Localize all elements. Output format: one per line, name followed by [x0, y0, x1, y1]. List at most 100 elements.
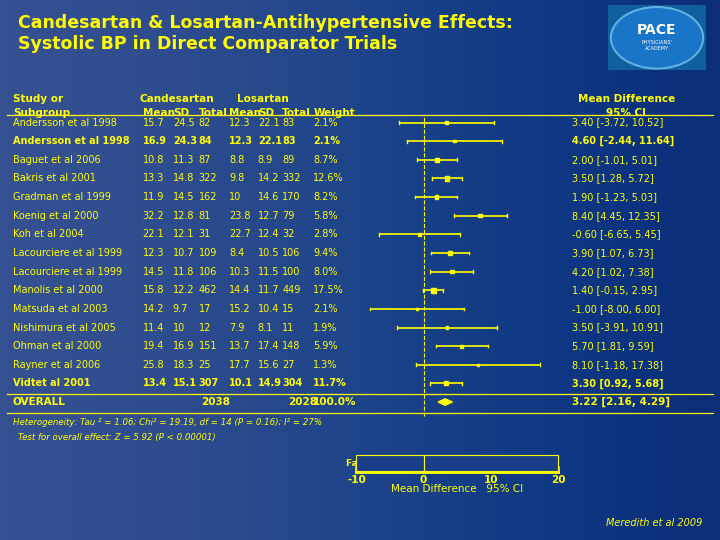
- Bar: [431, 288, 436, 293]
- Text: 1.90 [-1.23, 5.03]: 1.90 [-1.23, 5.03]: [572, 192, 657, 202]
- Text: Lacourciere et al 1999: Lacourciere et al 1999: [13, 248, 122, 258]
- Bar: [479, 214, 482, 217]
- Text: 18.3: 18.3: [173, 360, 194, 370]
- Text: 17.5%: 17.5%: [313, 285, 344, 295]
- Text: Bakris et al 2001: Bakris et al 2001: [13, 173, 96, 184]
- Text: 5.70 [1.81, 9.59]: 5.70 [1.81, 9.59]: [572, 341, 654, 351]
- Text: 8.4: 8.4: [229, 248, 244, 258]
- Text: 151: 151: [199, 341, 217, 351]
- Text: 12.2: 12.2: [173, 285, 194, 295]
- Text: 24.3: 24.3: [173, 136, 197, 146]
- Text: 10.5: 10.5: [258, 248, 279, 258]
- Text: 9.7: 9.7: [173, 304, 188, 314]
- Text: 14.8: 14.8: [173, 173, 194, 184]
- Text: 32.2: 32.2: [143, 211, 164, 221]
- Bar: [454, 140, 456, 143]
- Text: 100: 100: [282, 267, 301, 276]
- Text: 11.5: 11.5: [258, 267, 279, 276]
- Text: 15.8: 15.8: [143, 285, 164, 295]
- Bar: [445, 122, 448, 124]
- Text: 14.4: 14.4: [229, 285, 251, 295]
- Text: Andersson et al 1998: Andersson et al 1998: [13, 118, 117, 127]
- Text: 109: 109: [199, 248, 217, 258]
- Text: 22.1: 22.1: [258, 136, 282, 146]
- Text: Vidtet al 2001: Vidtet al 2001: [13, 379, 91, 388]
- Text: 12.3: 12.3: [143, 248, 164, 258]
- Text: 106: 106: [199, 267, 217, 276]
- Text: 2.00 [-1.01, 5.01]: 2.00 [-1.01, 5.01]: [572, 155, 657, 165]
- Text: 11: 11: [282, 322, 294, 333]
- Text: 16.9: 16.9: [143, 136, 166, 146]
- Text: 10: 10: [484, 475, 498, 485]
- Text: 3.50 [1.28, 5.72]: 3.50 [1.28, 5.72]: [572, 173, 654, 184]
- Text: Lacourciere et al 1999: Lacourciere et al 1999: [13, 267, 122, 276]
- Text: 17.4: 17.4: [258, 341, 279, 351]
- Text: 5.8%: 5.8%: [313, 211, 338, 221]
- Text: Mean: Mean: [229, 108, 261, 118]
- Text: Mean Difference: Mean Difference: [577, 94, 675, 105]
- Text: 12: 12: [199, 322, 211, 333]
- Text: 2.1%: 2.1%: [313, 304, 338, 314]
- Text: 10.7: 10.7: [173, 248, 194, 258]
- Text: 10.3: 10.3: [229, 267, 251, 276]
- Text: 89: 89: [282, 155, 294, 165]
- Text: 3.90 [1.07, 6.73]: 3.90 [1.07, 6.73]: [572, 248, 654, 258]
- Text: 2.1%: 2.1%: [313, 118, 338, 127]
- Text: 2028: 2028: [288, 397, 317, 407]
- Text: 3.22 [2.16, 4.29]: 3.22 [2.16, 4.29]: [572, 397, 670, 407]
- Text: Favours Losartan: Favours Losartan: [346, 458, 434, 468]
- Text: 13.4: 13.4: [143, 379, 166, 388]
- Text: 8.8: 8.8: [229, 155, 244, 165]
- Text: Weight: Weight: [313, 108, 355, 118]
- Text: 106: 106: [282, 248, 301, 258]
- Text: Candesartan: Candesartan: [139, 94, 214, 105]
- Text: 11.8: 11.8: [173, 267, 194, 276]
- Text: Total: Total: [282, 108, 311, 118]
- Text: -0.60 [-6.65, 5.45]: -0.60 [-6.65, 5.45]: [572, 230, 661, 239]
- Text: 8.40 [4.45, 12.35]: 8.40 [4.45, 12.35]: [572, 211, 660, 221]
- Text: PHYSICIANS'
ACADEMY: PHYSICIANS' ACADEMY: [642, 40, 672, 51]
- Text: 22.7: 22.7: [229, 230, 251, 239]
- Text: 0: 0: [420, 475, 427, 485]
- Bar: [448, 251, 451, 255]
- Text: 11.7: 11.7: [258, 285, 279, 295]
- Text: Favours Candesartan: Favours Candesartan: [437, 458, 545, 468]
- Text: 19.4: 19.4: [143, 341, 164, 351]
- Text: Candesartan & Losartan-Antihypertensive Effects:: Candesartan & Losartan-Antihypertensive …: [18, 14, 513, 31]
- Text: 332: 332: [282, 173, 301, 184]
- Text: 15.1: 15.1: [173, 379, 197, 388]
- Text: 79: 79: [282, 211, 294, 221]
- Text: SD: SD: [173, 108, 189, 118]
- Text: 8.10 [-1.18, 17.38]: 8.10 [-1.18, 17.38]: [572, 360, 663, 370]
- Text: 12.8: 12.8: [173, 211, 194, 221]
- Text: 14.5: 14.5: [143, 267, 164, 276]
- Text: 322: 322: [199, 173, 217, 184]
- Text: Mean Difference   95% CI: Mean Difference 95% CI: [391, 484, 523, 494]
- Text: 12.7: 12.7: [258, 211, 279, 221]
- Text: Losartan: Losartan: [237, 94, 289, 105]
- Text: 449: 449: [282, 285, 301, 295]
- Text: 25: 25: [199, 360, 211, 370]
- Text: 84: 84: [199, 136, 212, 146]
- Text: 20: 20: [551, 475, 565, 485]
- Text: 148: 148: [282, 341, 301, 351]
- Text: 22.1: 22.1: [258, 118, 279, 127]
- Text: 3.40 [-3.72, 10.52]: 3.40 [-3.72, 10.52]: [572, 118, 664, 127]
- Text: 13.3: 13.3: [143, 173, 164, 184]
- Text: Baguet et al 2006: Baguet et al 2006: [13, 155, 101, 165]
- Text: 15.6: 15.6: [258, 360, 279, 370]
- Text: Study or: Study or: [13, 94, 63, 105]
- Text: 1.40 [-0.15, 2.95]: 1.40 [-0.15, 2.95]: [572, 285, 657, 295]
- Text: 32: 32: [282, 230, 294, 239]
- Text: 12.6%: 12.6%: [313, 173, 344, 184]
- Bar: [477, 363, 480, 366]
- Text: 87: 87: [199, 155, 211, 165]
- Bar: [423, 455, 558, 471]
- Bar: [460, 345, 464, 348]
- Text: Rayner et al 2006: Rayner et al 2006: [13, 360, 100, 370]
- Text: -10: -10: [347, 475, 366, 485]
- Text: 95% CI: 95% CI: [606, 108, 647, 118]
- Text: 11.9: 11.9: [143, 192, 164, 202]
- Text: 8.0%: 8.0%: [313, 267, 338, 276]
- Text: Meredith et al 2009: Meredith et al 2009: [606, 518, 702, 528]
